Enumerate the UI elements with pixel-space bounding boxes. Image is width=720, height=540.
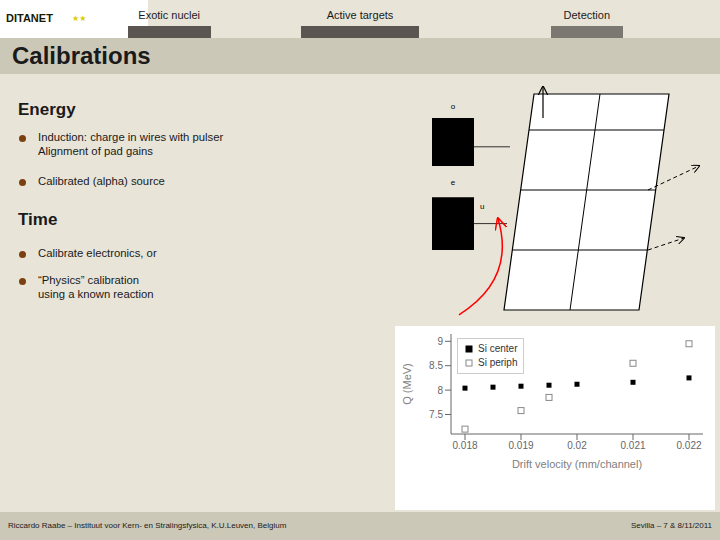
svg-text:7.5: 7.5 bbox=[429, 409, 443, 420]
html-text:Sevilla – 7 & 8/11/2011: Sevilla – 7 & 8/11/2011 bbox=[630, 521, 712, 531]
html-text:Si periph: Si periph bbox=[478, 357, 518, 368]
html-text:Si center: Si center bbox=[478, 343, 518, 354]
svg-text:8.5: 8.5 bbox=[429, 360, 443, 371]
svg-text:0.02: 0.02 bbox=[567, 440, 587, 451]
html-text:Induction: charge in wires wit: Induction: charge in wires with pulser bbox=[38, 131, 224, 144]
svg-text:e: e bbox=[451, 178, 456, 187]
html-text:Alignment of pad gains: Alignment of pad gains bbox=[38, 145, 153, 158]
svg-text:0.022: 0.022 bbox=[676, 440, 701, 451]
html-text:Time: Time bbox=[18, 209, 58, 229]
html-text:DITANET: DITANET bbox=[6, 12, 53, 25]
html-text:Calibrate electronics, or: Calibrate electronics, or bbox=[38, 247, 157, 260]
svg-text:u: u bbox=[480, 202, 484, 211]
svg-text:0.018: 0.018 bbox=[452, 440, 477, 451]
svg-text:0.021: 0.021 bbox=[620, 440, 645, 451]
html-text:“Physics” calibration: “Physics” calibration bbox=[38, 274, 140, 287]
html-text:Energy: Energy bbox=[18, 99, 76, 119]
svg-text:o: o bbox=[451, 102, 456, 111]
html-text:Exotic nuclei: Exotic nuclei bbox=[138, 9, 201, 22]
html-text:Active targets: Active targets bbox=[326, 9, 394, 22]
html-text:Riccardo Raabe – Instituut voo: Riccardo Raabe – Instituut voor Kern- en… bbox=[8, 521, 287, 531]
html-text:Calibrations: Calibrations bbox=[12, 42, 151, 69]
svg-text:Q (MeV): Q (MeV) bbox=[401, 363, 413, 405]
svg-text:0.019: 0.019 bbox=[508, 440, 533, 451]
svg-text:8: 8 bbox=[437, 385, 443, 396]
html-text:Detection: Detection bbox=[563, 9, 610, 22]
svg-text:9: 9 bbox=[437, 336, 443, 347]
html-text:using a known reaction: using a known reaction bbox=[38, 288, 154, 301]
html-text:Calibrated (alpha) source: Calibrated (alpha) source bbox=[38, 175, 165, 188]
svg-text:Drift velocity (mm/channel): Drift velocity (mm/channel) bbox=[512, 458, 642, 470]
